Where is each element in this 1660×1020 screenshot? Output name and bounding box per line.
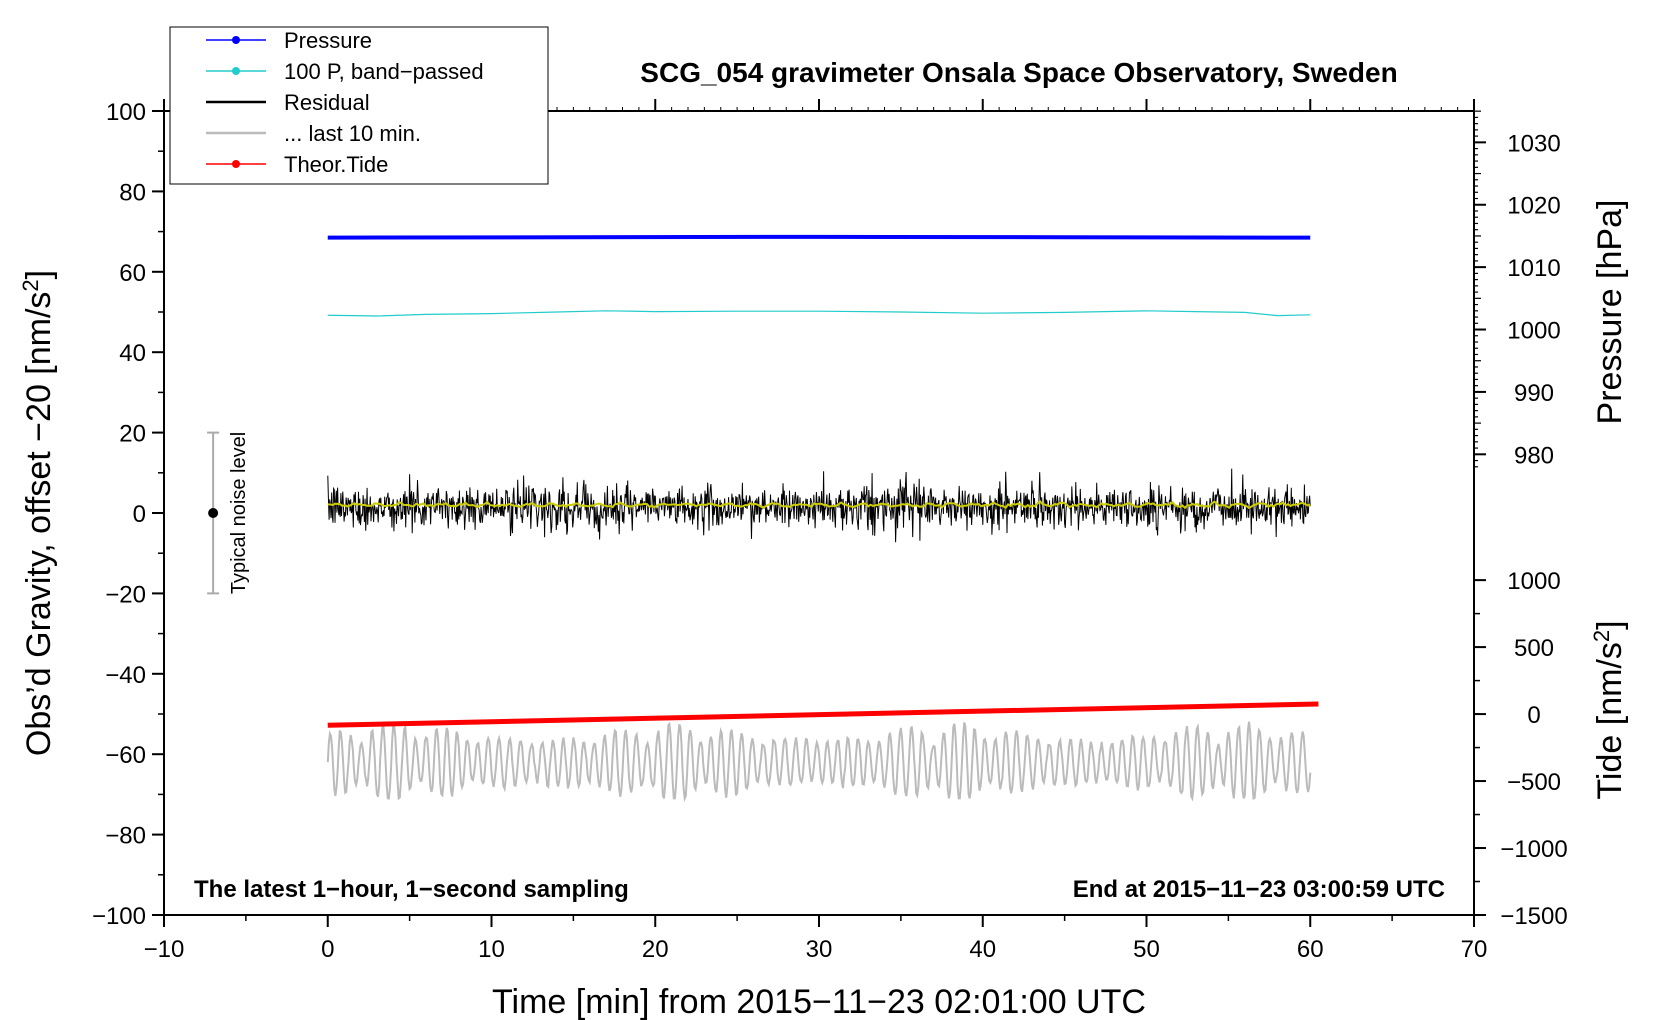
y-axis-tide-title: Tide [nm/s2] — [1589, 620, 1629, 799]
x-tick-label: 50 — [1133, 936, 1160, 963]
legend-label: 100 P, band−passed — [284, 59, 484, 84]
noise-dot — [208, 508, 219, 518]
tide-tick-label: −1000 — [1500, 836, 1567, 863]
legend-label: Residual — [284, 90, 370, 115]
tide-tick-label: 500 — [1514, 635, 1554, 662]
y-axis-left-title-end: ] — [20, 270, 58, 279]
legend: Pressure 100 P, band−passed Residual ... la… — [169, 26, 549, 185]
series-theoretical-tide — [327, 701, 1319, 728]
legend-label: ... last 10 min. — [284, 121, 421, 146]
y-tick-label: 100 — [106, 99, 146, 126]
x-tick-label: 40 — [969, 936, 996, 963]
legend-marker — [232, 160, 240, 168]
tide-tick-label: −500 — [1507, 769, 1561, 796]
y-axis-pressure-title: Pressure [hPa] — [1591, 200, 1629, 425]
series-residual-mean — [327, 499, 1311, 510]
pressure-tick-label: 1010 — [1507, 255, 1560, 282]
y-tick-label: 80 — [119, 179, 146, 206]
tide-tick-label: −1500 — [1500, 903, 1567, 930]
x-axis-title: Time [min] from 2015−11−23 02:01:00 UTC — [492, 983, 1146, 1020]
y-tick-label: 60 — [119, 260, 146, 287]
series-pressure — [327, 234, 1311, 240]
tide-tick-label: 0 — [1527, 702, 1540, 729]
y-tick-label: −100 — [92, 903, 146, 930]
y-axis-tide-title-end: ] — [1591, 620, 1629, 629]
ticks-layer: −10 0 10 20 30 40 50 60 70−100−80−60−40−20020406… — [92, 99, 1568, 963]
y-tick-label: 0 — [133, 501, 146, 528]
annotation-left: The latest 1−hour, 1−second sampling — [194, 876, 629, 903]
pressure-tick-label: 1030 — [1507, 130, 1560, 157]
x-tick-label: −10 — [144, 936, 185, 963]
legend-box — [169, 26, 549, 185]
series-residual — [327, 468, 1311, 543]
legend-marker — [232, 36, 240, 44]
x-tick-label: 30 — [806, 936, 833, 963]
pressure-tick-label: 1000 — [1507, 318, 1560, 345]
series-layer — [326, 234, 1319, 803]
plot-frame — [163, 110, 1475, 916]
tide-tick-label: 1000 — [1507, 568, 1560, 595]
y-tick-label: −40 — [105, 662, 146, 689]
x-tick-label: 60 — [1297, 936, 1324, 963]
x-tick-label: 20 — [642, 936, 669, 963]
pressure-tick-label: 990 — [1514, 380, 1554, 407]
x-tick-label: 10 — [478, 936, 505, 963]
y-tick-label: −60 — [105, 742, 146, 769]
noise-marker: Typical noise level — [207, 431, 250, 595]
series-pressure-bandpassed — [327, 310, 1311, 317]
y-axis-tide-title-main: Tide [nm/s — [1591, 642, 1629, 799]
y-axis-tide-title-sup: 2 — [1589, 630, 1614, 642]
legend-marker — [232, 67, 240, 75]
x-tick-label: 0 — [321, 936, 334, 963]
y-tick-label: 40 — [119, 340, 146, 367]
x-tick-label: 70 — [1461, 936, 1488, 963]
pressure-tick-label: 1020 — [1507, 193, 1560, 220]
y-axis-left-title-sup: 2 — [18, 279, 43, 291]
annotation-right: End at 2015−11−23 03:00:59 UTC — [1073, 876, 1445, 903]
legend-label: Pressure — [284, 28, 372, 53]
pressure-tick-label: 980 — [1514, 442, 1554, 469]
legend-label: Theor.Tide — [284, 152, 388, 177]
y-tick-label: −20 — [105, 581, 146, 608]
y-tick-label: −80 — [105, 823, 146, 850]
series-last-10-min — [326, 721, 1312, 803]
y-axis-left-title-main: Obs’d Gravity, offset −20 [nm/s — [20, 292, 58, 757]
chart-title: SCG_054 gravimeter Onsala Space Observat… — [640, 57, 1397, 88]
y-axis-left-title: Obs’d Gravity, offset −20 [nm/s2] — [18, 270, 58, 756]
y-tick-label: 20 — [119, 421, 146, 448]
noise-label: Typical noise level — [228, 432, 250, 594]
